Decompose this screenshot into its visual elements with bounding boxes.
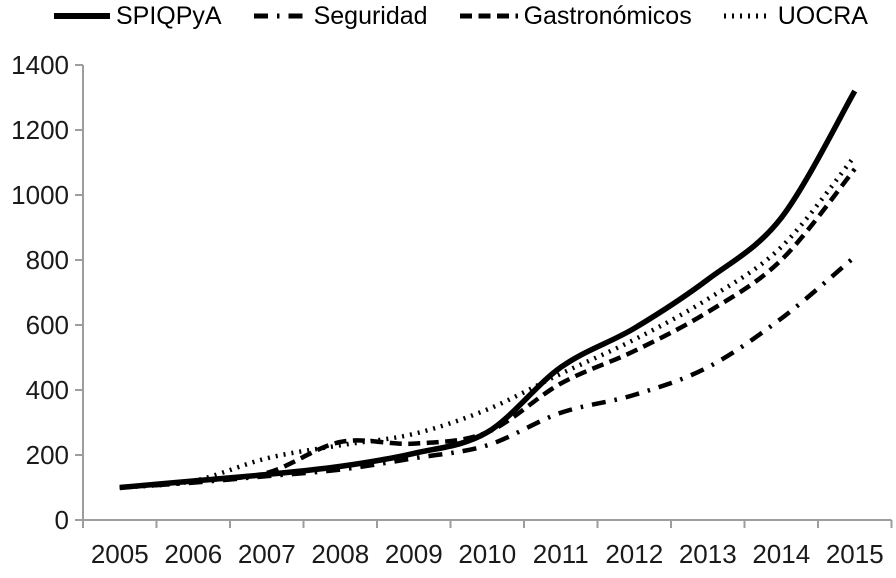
legend-item-spiqpya: SPIQPyA <box>52 0 222 32</box>
x-tick-label: 2011 <box>533 539 589 569</box>
x-tick-label: 2015 <box>826 539 884 569</box>
dashed-line-icon <box>459 13 518 19</box>
legend-label: UOCRA <box>777 2 868 30</box>
solid-line-icon <box>54 13 110 19</box>
y-tick-label: 200 <box>26 440 69 470</box>
x-tick-label: 2007 <box>238 539 296 569</box>
y-tick-label: 1400 <box>11 50 69 80</box>
dash-dot-line-icon <box>253 13 308 19</box>
chart-legend: SPIQPyA Seguridad Gastronómicos UOCRA <box>52 0 868 32</box>
x-tick-label: 2012 <box>605 539 663 569</box>
series-line-uocra <box>119 154 857 490</box>
y-tick-label: 1200 <box>11 115 69 145</box>
x-tick-label: 2014 <box>752 539 810 569</box>
legend-item-gastronómicos: Gastronómicos <box>458 0 692 32</box>
x-tick-label: 2006 <box>164 539 222 569</box>
series-line-gastronómicos <box>119 167 857 490</box>
y-tick-label: 0 <box>55 505 69 535</box>
legend-label: SPIQPyA <box>116 2 222 30</box>
x-tick-label: 2010 <box>458 539 516 569</box>
legend-label: Seguridad <box>313 2 428 30</box>
y-tick-label: 400 <box>26 375 69 405</box>
x-tick-label: 2009 <box>385 539 443 569</box>
x-tick-label: 2013 <box>679 539 737 569</box>
legend-item-uocra: UOCRA <box>722 0 868 32</box>
x-tick-label: 2005 <box>91 539 149 569</box>
dotted-line-icon <box>723 13 772 19</box>
x-tick-label: 2008 <box>311 539 369 569</box>
legend-item-seguridad: Seguridad <box>252 0 428 32</box>
y-tick-label: 600 <box>26 310 69 340</box>
legend-label: Gastronómicos <box>523 2 692 30</box>
y-tick-label: 1000 <box>11 180 69 210</box>
y-tick-label: 800 <box>26 245 69 275</box>
